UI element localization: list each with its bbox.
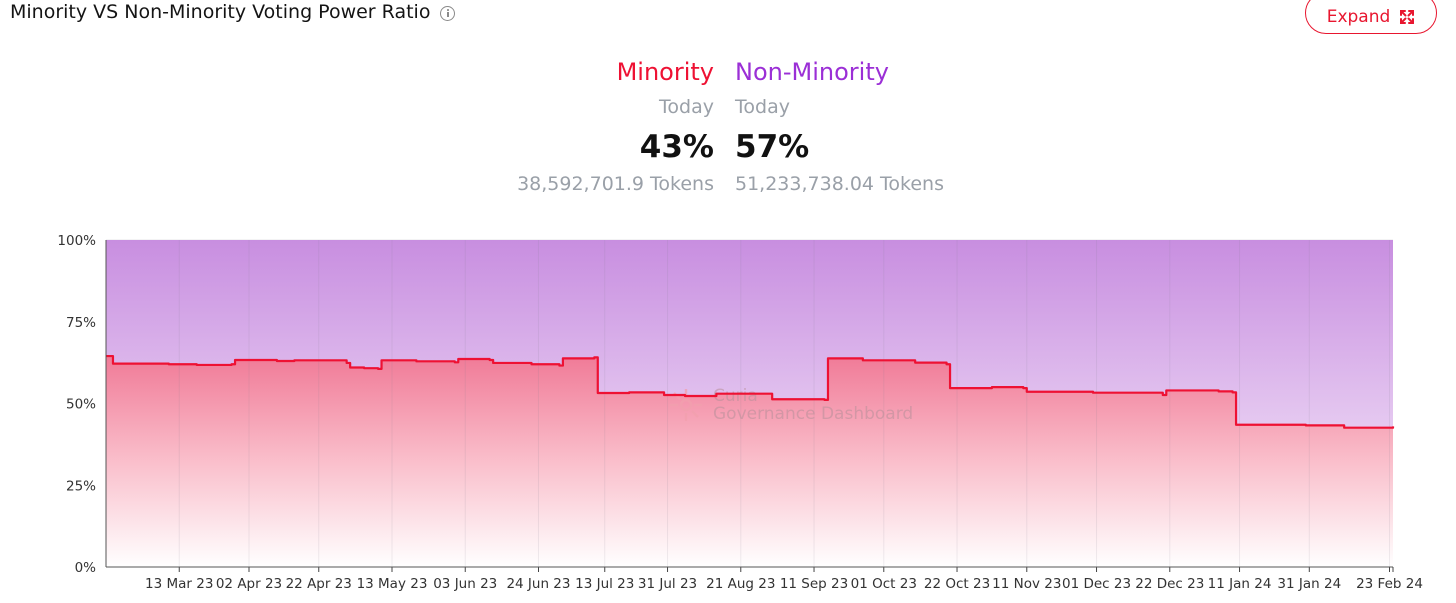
- minority-tokens: 38,592,701.9 Tokens: [517, 173, 714, 195]
- minority-today-label: Today: [659, 96, 714, 118]
- x-tick-label: 03 Jun 23: [433, 576, 497, 592]
- x-tick-label: 11 Nov 23: [992, 576, 1061, 592]
- x-tick-label: 22 Oct 23: [924, 576, 990, 592]
- x-tick-label: 13 Mar 23: [145, 576, 213, 592]
- chart-title-text: Minority VS Non-Minority Voting Power Ra…: [10, 1, 431, 23]
- chart-title: Minority VS Non-Minority Voting Power Ra…: [10, 1, 456, 23]
- expand-button[interactable]: Expand: [1305, 0, 1437, 34]
- x-tick-label: 01 Dec 23: [1062, 576, 1131, 592]
- x-tick-label: 21 Aug 23: [706, 576, 775, 592]
- minority-label: Minority: [616, 58, 714, 86]
- info-icon[interactable]: [440, 5, 456, 21]
- x-tick-label: 02 Apr 23: [216, 576, 282, 592]
- x-tick-label: 01 Oct 23: [851, 576, 917, 592]
- line-minority[interactable]: [106, 354, 1395, 429]
- x-tick-label: 22 Apr 23: [286, 576, 352, 592]
- area-minority: [106, 356, 1393, 567]
- x-tick-label: 22 Dec 23: [1135, 576, 1204, 592]
- y-tick-label: 0%: [75, 560, 97, 576]
- curia-watermark: Curia Governance Dashboard: [670, 386, 913, 424]
- y-tick-label: 25%: [66, 478, 96, 494]
- x-tick-label: 23 Feb 24: [1356, 576, 1423, 592]
- non-minority-today-label: Today: [735, 96, 790, 118]
- chart-vertical-grid: [178, 240, 1391, 567]
- non-minority-label: Non-Minority: [735, 58, 889, 86]
- non-minority-tokens: 51,233,738.04 Tokens: [735, 173, 944, 195]
- expand-button-label: Expand: [1326, 7, 1391, 27]
- minority-stats: Minority Today 43% 38,592,701.9 Tokens: [517, 55, 714, 198]
- x-tick-label: 31 Jan 24: [1277, 576, 1341, 592]
- y-tick-label: 50%: [66, 397, 96, 413]
- chart-lines: [106, 354, 1395, 429]
- expand-arrows-icon: [1400, 10, 1415, 24]
- x-tick-label: 13 May 23: [357, 576, 428, 592]
- x-tick-label: 11 Jan 24: [1208, 576, 1272, 592]
- chart-areas: [106, 240, 1393, 567]
- y-tick-label: 75%: [66, 315, 96, 331]
- watermark-line1: Curia: [713, 386, 758, 406]
- non-minority-percent: 57%: [735, 129, 810, 165]
- x-tick-label: 31 Jul 23: [638, 576, 697, 592]
- non-minority-stats: Non-Minority Today 57% 51,233,738.04 Tok…: [735, 55, 944, 198]
- x-tick-label: 11 Sep 23: [780, 576, 848, 592]
- x-tick-label: 24 Jun 23: [506, 576, 570, 592]
- minority-percent: 43%: [639, 129, 714, 165]
- chart-axes: 0% 25% 50% 75% 100% 13 Mar 23 02 Apr 23 22 Apr …: [57, 233, 1423, 592]
- watermark-line2: Governance Dashboard: [713, 404, 913, 424]
- y-tick-label: 100%: [57, 233, 96, 249]
- x-tick-label: 13 Jul 23: [575, 576, 634, 592]
